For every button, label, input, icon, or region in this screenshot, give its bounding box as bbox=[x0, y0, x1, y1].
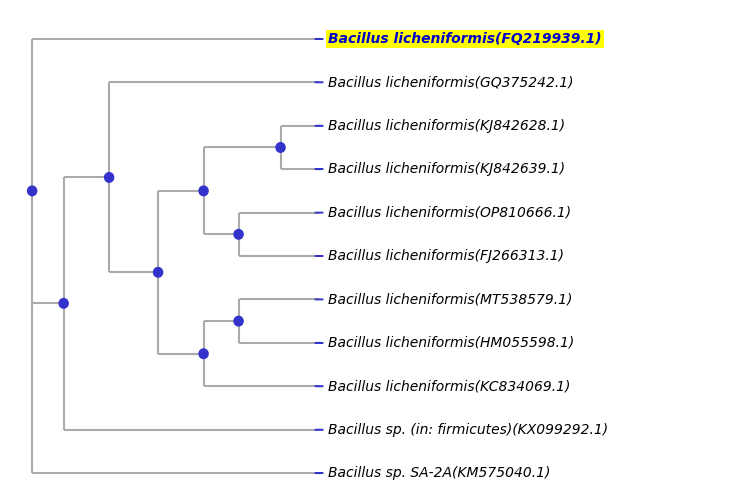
Text: Bacillus licheniformis(KJ842639.1): Bacillus licheniformis(KJ842639.1) bbox=[328, 162, 566, 176]
Ellipse shape bbox=[234, 316, 243, 326]
Circle shape bbox=[315, 38, 323, 39]
Circle shape bbox=[315, 299, 323, 300]
Ellipse shape bbox=[59, 298, 68, 308]
Ellipse shape bbox=[234, 230, 243, 239]
Ellipse shape bbox=[104, 173, 114, 182]
Ellipse shape bbox=[28, 186, 37, 196]
Text: Bacillus sp. (in: firmicutes)(KX099292.1): Bacillus sp. (in: firmicutes)(KX099292.1… bbox=[328, 423, 608, 437]
Text: Bacillus licheniformis(KC834069.1): Bacillus licheniformis(KC834069.1) bbox=[328, 379, 571, 393]
Text: Bacillus licheniformis(GQ375242.1): Bacillus licheniformis(GQ375242.1) bbox=[328, 75, 574, 89]
Text: Bacillus sp. SA-2A(KM575040.1): Bacillus sp. SA-2A(KM575040.1) bbox=[328, 466, 550, 480]
Text: Bacillus licheniformis(MT538579.1): Bacillus licheniformis(MT538579.1) bbox=[328, 292, 572, 306]
Text: Bacillus licheniformis(FQ219939.1): Bacillus licheniformis(FQ219939.1) bbox=[328, 32, 602, 46]
Ellipse shape bbox=[199, 349, 208, 358]
Circle shape bbox=[315, 169, 323, 170]
Text: Bacillus licheniformis(KJ842628.1): Bacillus licheniformis(KJ842628.1) bbox=[328, 119, 566, 133]
Circle shape bbox=[315, 473, 323, 474]
Text: Bacillus licheniformis(HM055598.1): Bacillus licheniformis(HM055598.1) bbox=[328, 336, 574, 350]
Ellipse shape bbox=[199, 186, 208, 196]
Circle shape bbox=[315, 82, 323, 83]
Text: Bacillus licheniformis(OP810666.1): Bacillus licheniformis(OP810666.1) bbox=[328, 206, 572, 220]
Circle shape bbox=[315, 386, 323, 387]
Text: Bacillus licheniformis(FJ266313.1): Bacillus licheniformis(FJ266313.1) bbox=[328, 249, 564, 263]
Circle shape bbox=[315, 125, 323, 126]
Ellipse shape bbox=[276, 143, 285, 152]
Ellipse shape bbox=[154, 267, 163, 277]
